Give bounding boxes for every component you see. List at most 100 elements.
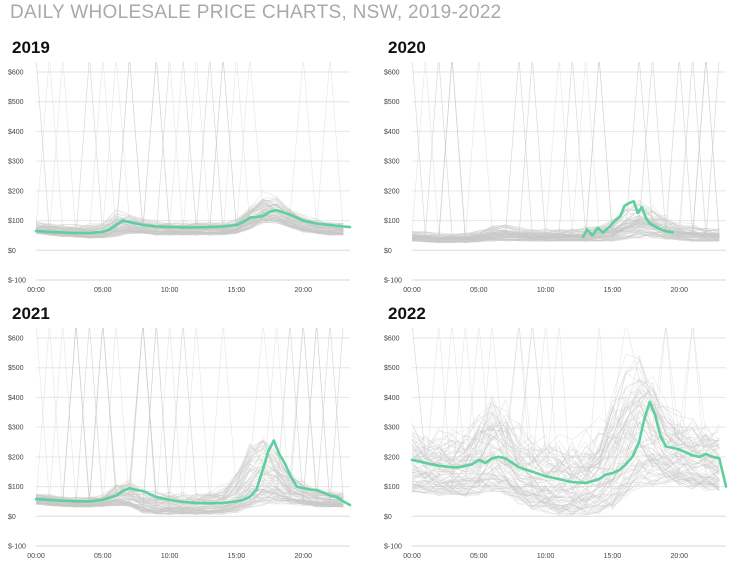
daily-trace xyxy=(36,196,344,230)
daily-trace xyxy=(36,211,344,235)
daily-trace xyxy=(36,204,344,232)
daily-trace xyxy=(36,217,344,238)
daily-trace xyxy=(412,459,720,503)
daily-trace xyxy=(412,408,720,481)
daily-trace xyxy=(412,328,720,495)
daily-trace xyxy=(412,406,720,481)
daily-trace xyxy=(412,457,720,509)
daily-trace xyxy=(412,62,720,240)
y-tick-label: $300 xyxy=(384,425,400,432)
x-tick-label: 20:00 xyxy=(670,553,688,560)
daily-trace xyxy=(36,328,344,502)
x-tick-label: 05:00 xyxy=(470,287,488,294)
daily-trace xyxy=(36,328,344,514)
daily-trace xyxy=(412,444,720,505)
daily-trace xyxy=(412,62,720,240)
daily-trace xyxy=(412,205,720,237)
x-tick-label: 15:00 xyxy=(228,287,246,294)
daily-trace xyxy=(412,382,720,473)
daily-trace xyxy=(36,487,344,514)
daily-trace xyxy=(36,485,344,512)
daily-trace xyxy=(36,62,344,233)
y-tick-label: $300 xyxy=(384,159,400,166)
daily-trace xyxy=(412,219,720,241)
daily-trace xyxy=(412,453,720,502)
daily-trace xyxy=(412,231,720,243)
daily-trace xyxy=(412,62,720,242)
y-tick-label: $-100 xyxy=(8,544,26,551)
x-tick-label: 10:00 xyxy=(161,287,179,294)
daily-trace xyxy=(412,431,720,483)
daily-trace xyxy=(412,328,720,508)
daily-trace xyxy=(36,222,344,239)
daily-trace xyxy=(36,198,344,229)
daily-trace xyxy=(412,431,720,502)
daily-trace xyxy=(36,488,344,514)
daily-trace xyxy=(412,354,720,454)
daily-trace xyxy=(36,328,344,511)
daily-trace xyxy=(36,62,344,235)
daily-trace xyxy=(412,433,720,493)
daily-trace xyxy=(36,494,344,515)
daily-trace xyxy=(412,231,720,242)
daily-trace xyxy=(412,468,720,515)
daily-trace xyxy=(412,234,720,243)
daily-trace xyxy=(412,449,720,513)
daily-trace xyxy=(412,328,720,471)
daily-trace xyxy=(412,232,720,242)
daily-trace xyxy=(36,62,344,237)
panel-title-2020: 2020 xyxy=(388,38,426,57)
daily-trace xyxy=(412,376,720,460)
y-tick-label: $0 xyxy=(8,514,16,521)
daily-trace xyxy=(36,489,344,515)
daily-trace xyxy=(412,449,720,492)
daily-trace xyxy=(412,204,720,238)
daily-trace xyxy=(412,62,720,240)
daily-trace xyxy=(412,472,720,513)
daily-trace xyxy=(412,458,720,515)
daily-trace xyxy=(412,452,720,507)
daily-trace xyxy=(412,223,720,242)
daily-trace xyxy=(412,203,720,238)
x-tick-label: 00:00 xyxy=(403,287,421,294)
daily-trace xyxy=(412,217,720,239)
x-tick-label: 00:00 xyxy=(27,287,45,294)
y-tick-label: $500 xyxy=(384,365,400,372)
daily-trace xyxy=(36,483,344,513)
daily-trace xyxy=(412,62,720,243)
daily-trace xyxy=(412,458,720,504)
daily-trace xyxy=(36,477,344,512)
daily-trace xyxy=(412,389,720,476)
daily-trace xyxy=(36,62,344,234)
daily-trace xyxy=(36,214,344,238)
daily-trace xyxy=(412,404,720,482)
x-tick-label: 00:00 xyxy=(403,553,421,560)
daily-trace xyxy=(36,328,344,515)
daily-trace xyxy=(36,328,344,501)
daily-trace xyxy=(412,328,720,515)
daily-trace xyxy=(36,215,344,237)
daily-trace xyxy=(412,328,720,490)
daily-trace xyxy=(412,62,720,243)
y-tick-label: $600 xyxy=(8,70,24,77)
daily-trace xyxy=(36,477,344,511)
y-tick-label: $400 xyxy=(8,129,24,136)
x-tick-label: 10:00 xyxy=(161,553,179,560)
daily-trace xyxy=(36,489,344,513)
daily-trace xyxy=(412,419,720,486)
daily-trace xyxy=(412,233,720,243)
daily-trace xyxy=(412,62,720,238)
daily-trace xyxy=(36,198,344,230)
daily-trace xyxy=(412,412,720,499)
daily-trace xyxy=(412,219,720,241)
daily-trace xyxy=(36,212,344,235)
chart-2022: $-100 $0 $100 $200 $300 $400 $500 $600 00:00 05:0… xyxy=(384,328,728,560)
daily-trace xyxy=(36,191,344,228)
daily-trace xyxy=(412,328,720,466)
daily-trace xyxy=(36,220,344,239)
daily-trace xyxy=(36,328,344,512)
daily-trace xyxy=(36,218,344,238)
daily-trace xyxy=(36,473,344,510)
daily-trace xyxy=(412,226,720,241)
daily-trace xyxy=(36,219,344,238)
